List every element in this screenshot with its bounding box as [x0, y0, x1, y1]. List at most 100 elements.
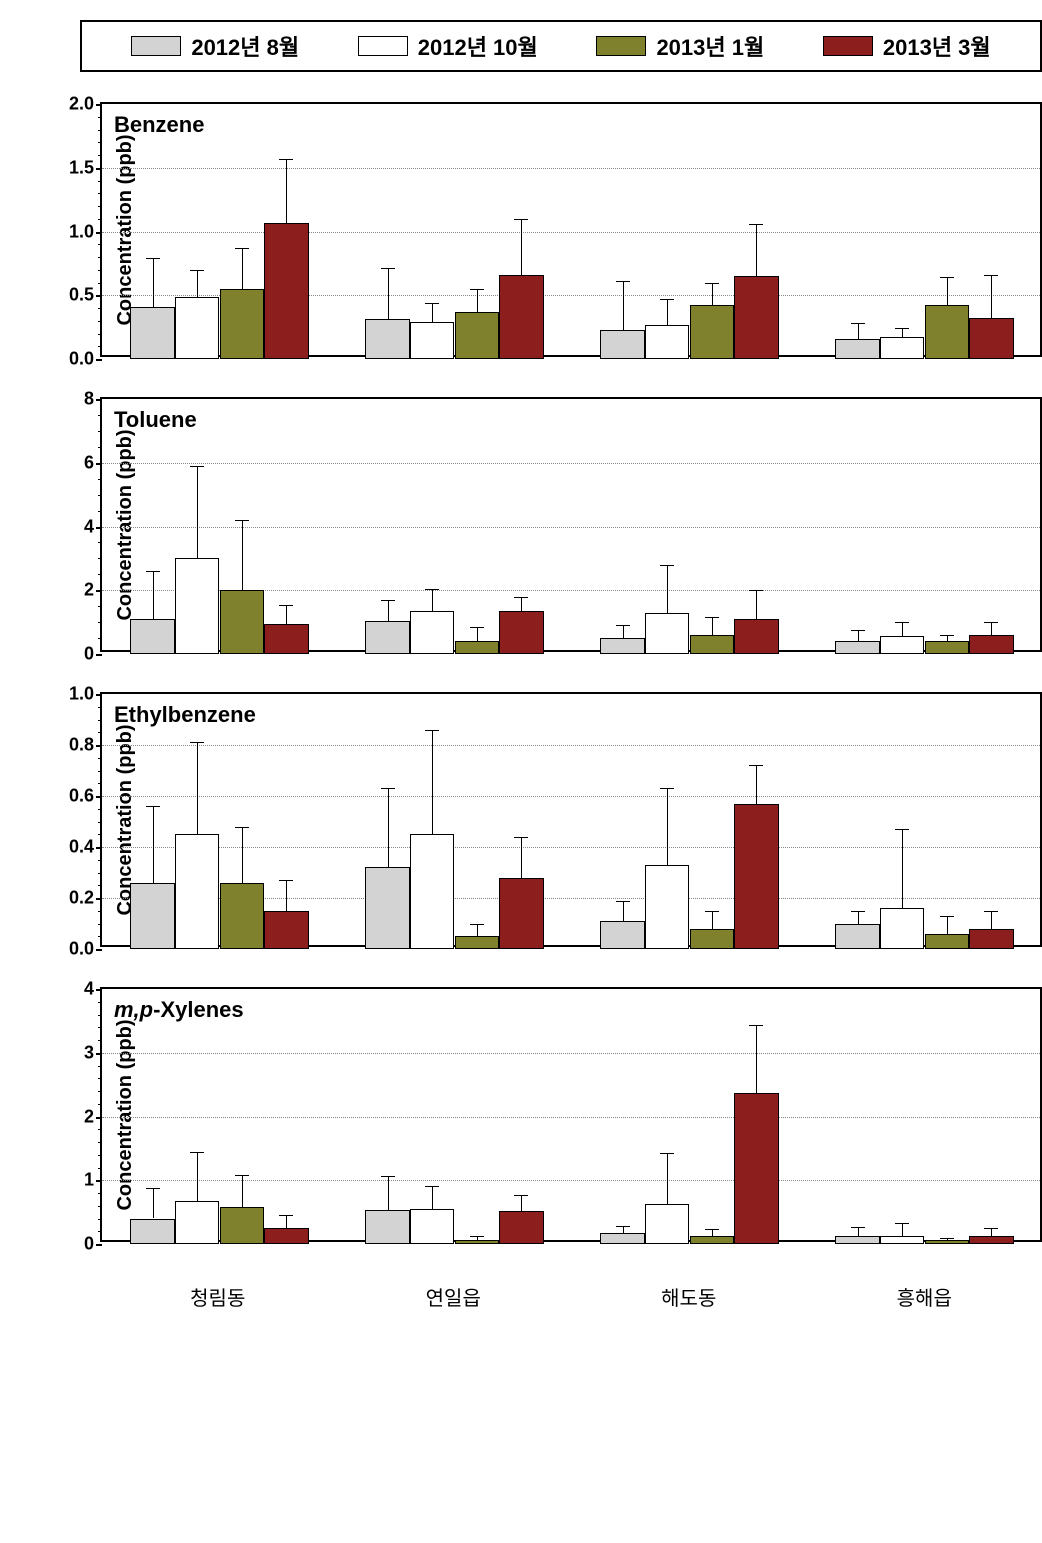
ytick-label: 1.0 — [69, 221, 94, 242]
ytick-mark-minor — [98, 809, 102, 810]
error-cap — [940, 635, 954, 636]
ytick-mark-minor — [98, 606, 102, 607]
error-bar — [756, 1025, 757, 1093]
ytick-mark-minor — [98, 1206, 102, 1207]
ytick-mark-minor — [98, 321, 102, 322]
bar — [499, 275, 544, 359]
error-bar — [197, 1152, 198, 1201]
bar — [130, 619, 175, 654]
error-cap — [660, 1153, 674, 1154]
ytick-mark — [96, 949, 102, 951]
legend-swatch — [131, 36, 181, 56]
error-bar — [242, 1175, 243, 1208]
ytick-label: 0.8 — [69, 735, 94, 756]
figure-container: 2012년 8월2012년 10월2013년 1월2013년 3월 Concen… — [20, 20, 1042, 1311]
bar — [600, 1233, 645, 1244]
error-cap — [146, 806, 160, 807]
bar — [600, 330, 645, 359]
bar — [130, 307, 175, 359]
bar — [734, 1093, 779, 1244]
bar — [880, 636, 925, 654]
ytick-mark-minor — [98, 447, 102, 448]
ytick-mark-minor — [98, 924, 102, 925]
bar — [130, 1219, 175, 1245]
bar — [175, 558, 220, 654]
error-bar — [858, 323, 859, 338]
error-bar — [991, 911, 992, 929]
error-bar — [521, 219, 522, 275]
ytick-label: 0 — [84, 1234, 94, 1255]
ytick-mark-minor — [98, 334, 102, 335]
panel-title: m,p-Xylenes — [114, 997, 244, 1023]
error-cap — [190, 742, 204, 743]
error-cap — [984, 622, 998, 623]
bar — [734, 619, 779, 654]
ytick-mark-minor — [98, 638, 102, 639]
panels-wrapper: Concentration (ppb)0.00.51.01.52.0Benzen… — [20, 102, 1042, 1242]
error-cap — [705, 283, 719, 284]
bar — [835, 924, 880, 950]
bar — [365, 319, 410, 359]
ytick-mark-minor — [98, 219, 102, 220]
error-cap — [425, 303, 439, 304]
ytick-mark-minor — [98, 283, 102, 284]
error-cap — [279, 159, 293, 160]
error-cap — [984, 275, 998, 276]
ytick-mark — [96, 1053, 102, 1055]
ytick-label: 4 — [84, 516, 94, 537]
gridline — [102, 232, 1040, 233]
ytick-label: 2 — [84, 580, 94, 601]
bar — [130, 883, 175, 949]
error-cap — [749, 590, 763, 591]
bar — [925, 934, 970, 949]
legend: 2012년 8월2012년 10월2013년 1월2013년 3월 — [80, 20, 1042, 72]
ytick-mark — [96, 590, 102, 592]
ytick-mark-minor — [98, 1142, 102, 1143]
ytick-mark-minor — [98, 720, 102, 721]
error-bar — [902, 622, 903, 636]
legend-label: 2013년 1월 — [656, 30, 764, 62]
bar — [690, 635, 735, 654]
error-cap — [851, 630, 865, 631]
ytick-mark-minor — [98, 181, 102, 182]
ytick-mark — [96, 295, 102, 297]
bar — [925, 1240, 970, 1244]
error-bar — [477, 627, 478, 641]
error-cap — [279, 605, 293, 606]
error-cap — [705, 911, 719, 912]
error-bar — [286, 1215, 287, 1228]
error-bar — [242, 827, 243, 883]
error-bar — [432, 589, 433, 611]
error-cap — [146, 258, 160, 259]
ytick-mark-minor — [98, 142, 102, 143]
error-bar — [286, 880, 287, 911]
chart-frame: 0.00.20.40.60.81.0Ethylbenzene — [100, 692, 1042, 947]
bar — [645, 865, 690, 949]
ytick-mark-minor — [98, 758, 102, 759]
error-bar — [667, 1153, 668, 1204]
error-cap — [146, 1188, 160, 1189]
ytick-mark-minor — [98, 1091, 102, 1092]
error-cap — [514, 597, 528, 598]
bar — [645, 325, 690, 359]
error-bar — [623, 1226, 624, 1234]
ytick-mark — [96, 745, 102, 747]
error-cap — [705, 617, 719, 618]
error-cap — [616, 901, 630, 902]
error-bar — [432, 730, 433, 835]
bar — [600, 638, 645, 654]
error-cap — [749, 765, 763, 766]
ytick-label: 8 — [84, 389, 94, 410]
bar — [175, 297, 220, 359]
bar — [880, 1236, 925, 1244]
chart-frame: 01234m,p-Xylenes — [100, 987, 1042, 1242]
ytick-mark-minor — [98, 257, 102, 258]
ytick-label: 1.5 — [69, 157, 94, 178]
x-axis-labels: 청림동연일읍해도동흥해읍 — [100, 1282, 1042, 1311]
bar — [734, 804, 779, 949]
error-cap — [616, 281, 630, 282]
ytick-mark — [96, 1244, 102, 1246]
error-cap — [514, 219, 528, 220]
error-bar — [197, 742, 198, 834]
error-cap — [235, 520, 249, 521]
